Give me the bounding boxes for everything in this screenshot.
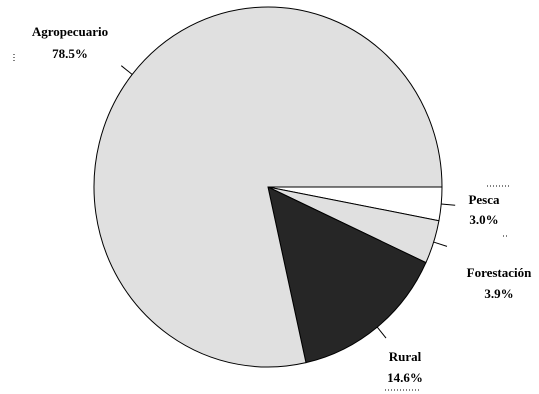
leader-lines	[120, 65, 456, 339]
slice-label-forestacion-percent: 3.9%	[484, 286, 513, 301]
slice-label-rural-percent: 14.6%	[387, 370, 423, 385]
slice-label-agropecuario-percent: 78.5%	[52, 46, 88, 61]
slice-label-pesca-name: Pesca	[468, 192, 500, 207]
leader-line-forestacion	[433, 241, 448, 247]
slice-label-pesca-percent: 3.0%	[469, 212, 498, 227]
leader-line-pesca	[441, 203, 456, 206]
slice-label-forestacion-name: Forestación	[467, 265, 533, 280]
leader-line-rural	[376, 326, 387, 339]
pie-slices	[93, 6, 443, 368]
leader-line-agropecuario	[120, 65, 133, 75]
pie-slice-rural	[267, 186, 427, 364]
slice-label-rural-name: Rural	[389, 349, 422, 364]
slice-label-agropecuario-name: Agropecuario	[32, 24, 108, 39]
